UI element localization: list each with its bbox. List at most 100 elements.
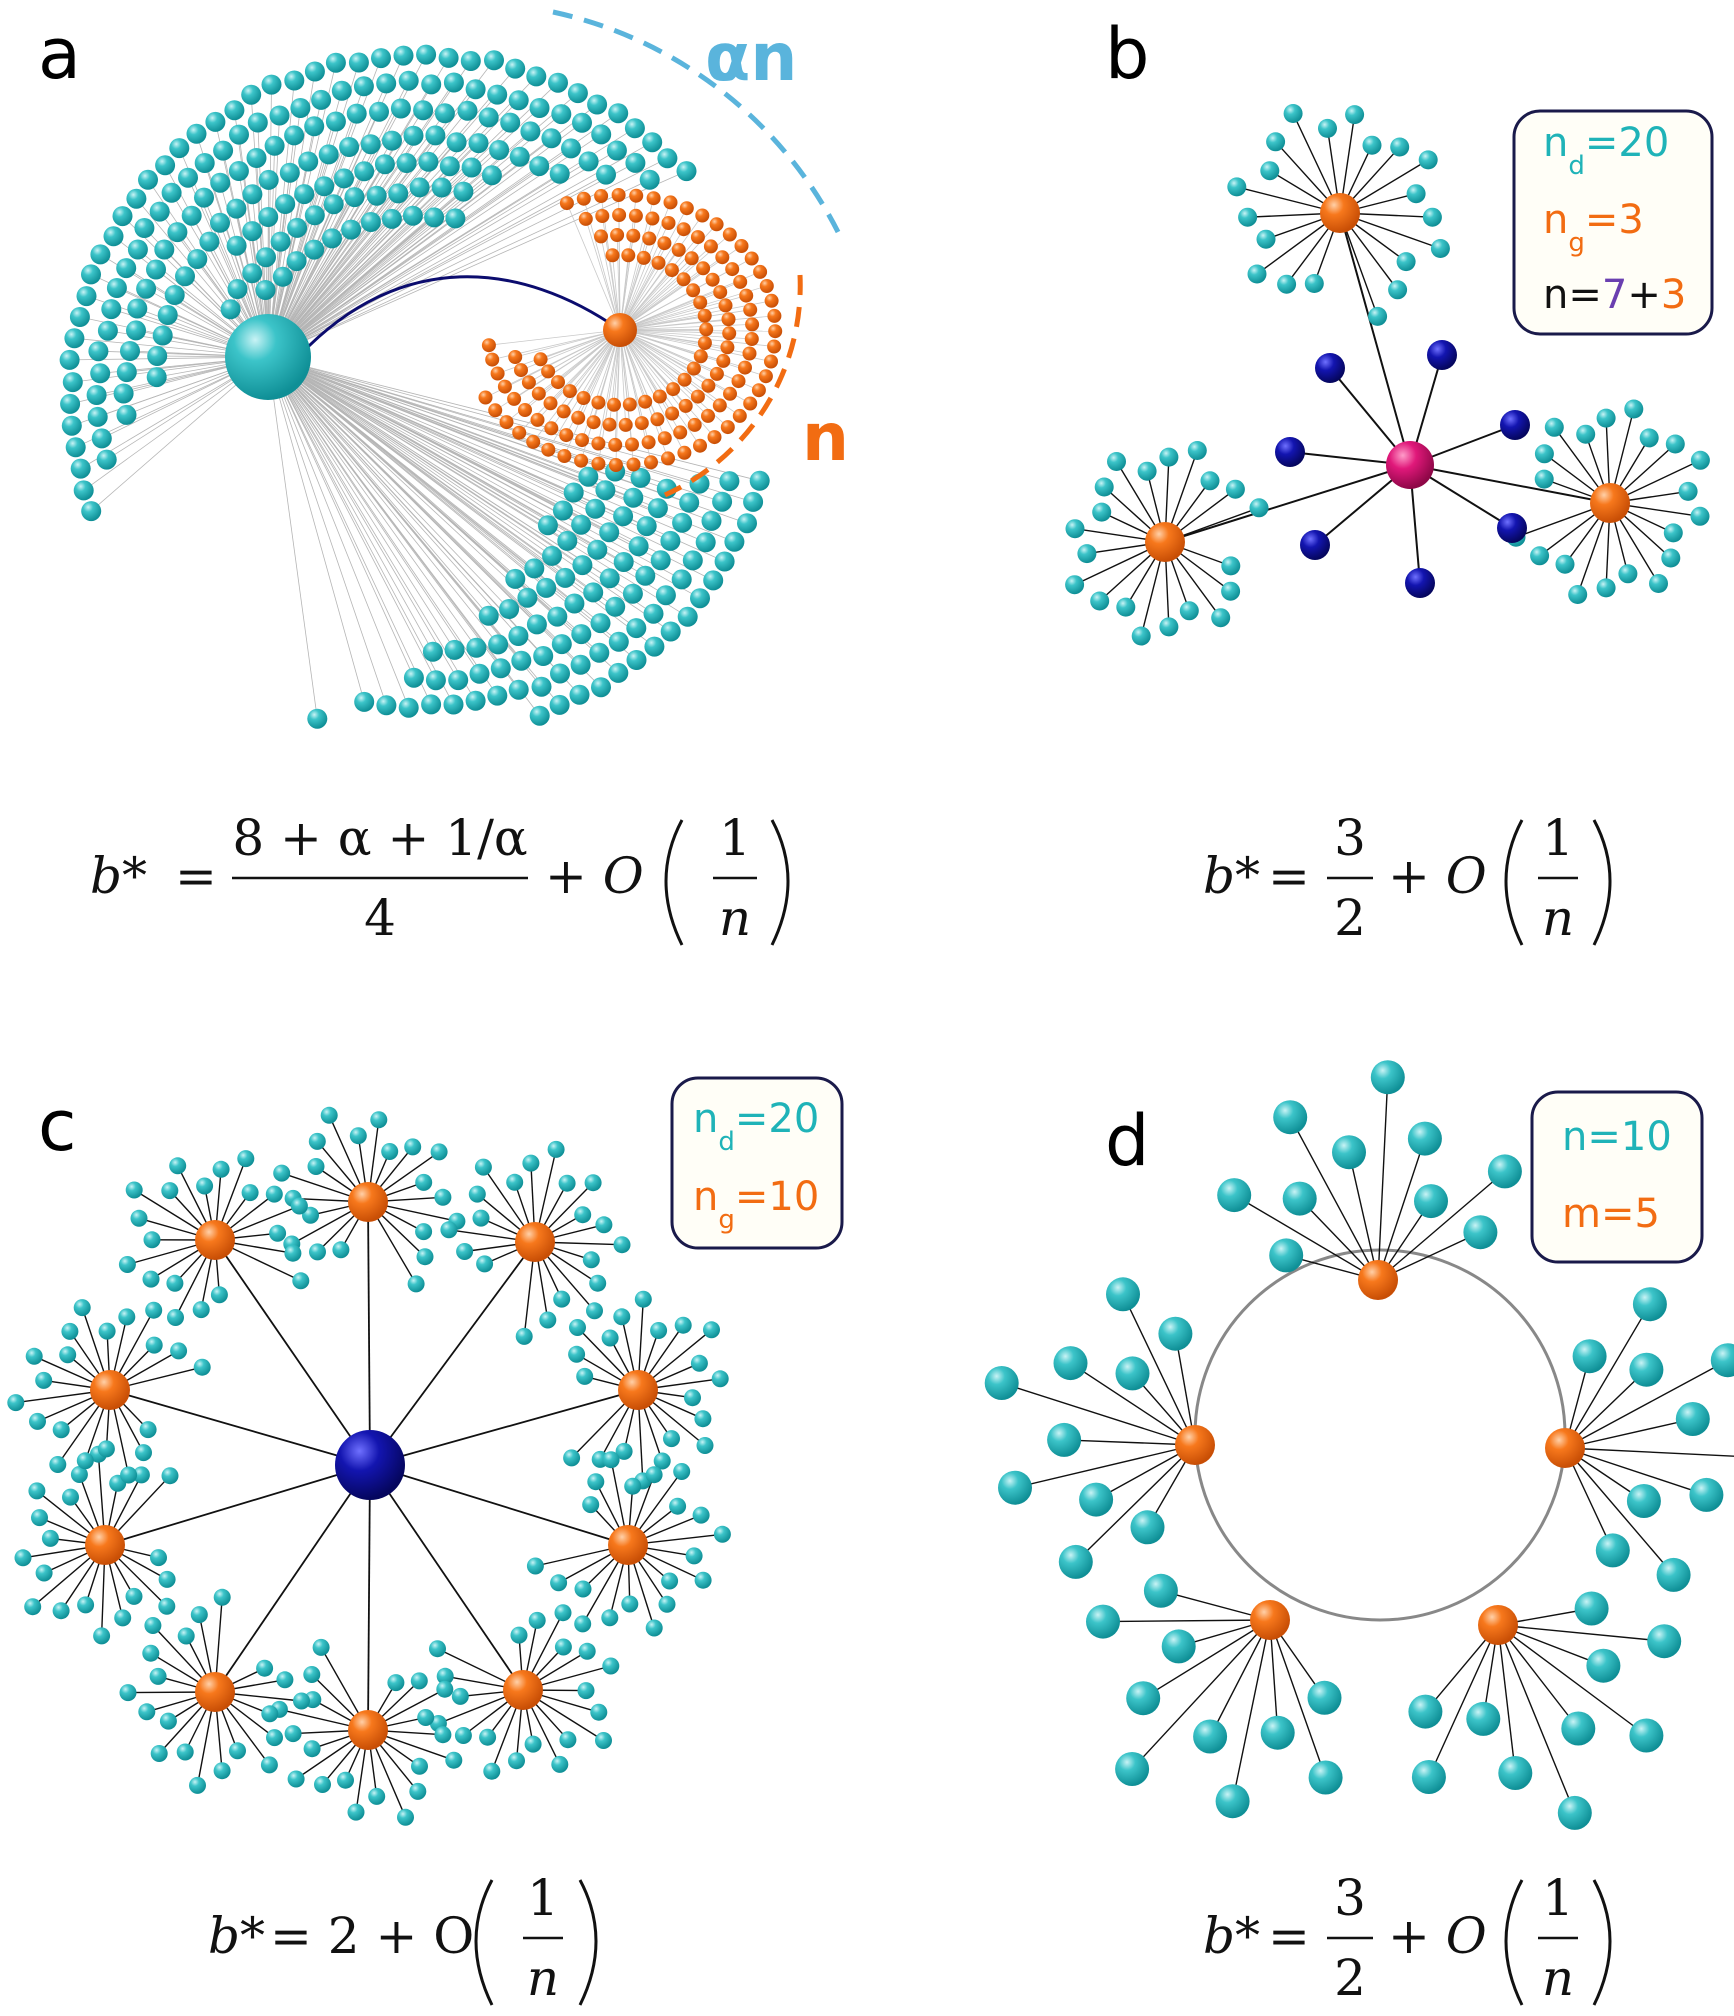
panel-a-orange-node bbox=[705, 272, 720, 287]
panel-a-orange-node bbox=[693, 349, 708, 364]
legend-b: nd=20 ng=3 n=7+3 bbox=[1512, 109, 1714, 336]
panel-c-hub-edge bbox=[109, 1389, 371, 1466]
panel-a-edge bbox=[267, 356, 574, 493]
panel-a-orange-node bbox=[686, 283, 701, 298]
panel-a-orange-node bbox=[595, 209, 610, 223]
panel-b-right-leaf-node bbox=[1618, 564, 1638, 584]
panel-a-orange-node bbox=[722, 326, 737, 341]
panel-a-orange-node bbox=[636, 250, 651, 265]
panel-c-cluster-leaf-node bbox=[690, 1354, 708, 1372]
panel-a-teal-node bbox=[242, 184, 263, 205]
panel-a-orange-edge bbox=[504, 329, 621, 387]
panel-c-cluster-leaf-node bbox=[193, 1358, 211, 1376]
panel-a-orange-node bbox=[657, 431, 672, 446]
panel-a-edge bbox=[267, 356, 596, 510]
panel-c-cluster-leaf-node bbox=[14, 1549, 32, 1567]
panel-a-teal-node bbox=[724, 531, 745, 552]
panel-a-orange-node bbox=[664, 263, 679, 278]
panel-b-top-leaf-node bbox=[1430, 239, 1450, 258]
panel-b-right-leaf-node bbox=[1544, 417, 1564, 437]
panel-c-cluster-leaf-node bbox=[149, 1667, 167, 1685]
panel-a-orange-node bbox=[608, 437, 623, 452]
panel-a-teal-node bbox=[157, 305, 178, 325]
panel-a-edge bbox=[267, 356, 519, 637]
panel-a-teal-node bbox=[376, 73, 397, 94]
outer-ring-annotation: αn bbox=[705, 19, 797, 96]
panel-b-top-leaf-node bbox=[1422, 207, 1442, 227]
panel-a-edge bbox=[267, 356, 594, 593]
panel-c-cluster-leaf-node bbox=[472, 1209, 490, 1227]
panel-a-teal-node bbox=[596, 164, 616, 185]
panel-a-edge bbox=[267, 356, 589, 478]
panel-a-orange-node bbox=[591, 456, 606, 471]
panel-c-cluster-leaf-node bbox=[479, 1728, 497, 1746]
panel-a-orange-node bbox=[693, 295, 708, 310]
panel-a-teal-node bbox=[418, 151, 439, 172]
outer-ring-dashed-arc bbox=[552, 9, 845, 242]
panel-a-orange-node bbox=[562, 384, 577, 399]
panel-a-orange-node bbox=[626, 457, 641, 472]
panel-a-teal-node bbox=[396, 153, 417, 173]
panel-a-teal-node bbox=[138, 169, 158, 190]
panel-a-teal-node bbox=[737, 513, 757, 534]
panel-c-cluster-leaf-node bbox=[166, 1274, 184, 1292]
panel-d-leaf-node bbox=[1595, 1533, 1630, 1568]
panel-c-cluster-leaf-node bbox=[576, 1367, 594, 1385]
panel-a-teal-node bbox=[671, 569, 692, 590]
panel-a-teal-node bbox=[536, 577, 557, 598]
panel-a-orange-node bbox=[642, 231, 657, 246]
panel-c: c nd=20 ng=10 b* = 2 + O 1 n bbox=[7, 1076, 844, 2007]
panel-a-teal-node bbox=[613, 506, 634, 527]
panel-c-cluster-leaf-node bbox=[229, 1742, 246, 1760]
panel-d-leaf-node bbox=[1269, 1238, 1304, 1273]
panel-c-cluster-leaf-node bbox=[314, 1776, 331, 1793]
panel-c-cluster-leaf-node bbox=[692, 1506, 710, 1524]
panel-c-cluster-leaf-node bbox=[118, 1308, 136, 1326]
panel-a-edge bbox=[267, 356, 415, 678]
panel-c-cluster-leaf-node bbox=[615, 1442, 633, 1460]
panel-c-cluster-leaf-node bbox=[170, 1342, 188, 1360]
panel-d-leaf-edge bbox=[1564, 1447, 1707, 1496]
panel-a-orange-node bbox=[594, 189, 609, 203]
panel-c-cluster-leaf-node bbox=[145, 1301, 163, 1319]
panel-a-teal-node bbox=[701, 510, 722, 531]
panel-a-teal-node bbox=[354, 691, 375, 712]
panel-a-teal-node bbox=[508, 626, 529, 646]
panel-c-cluster-leaf-node bbox=[696, 1437, 714, 1454]
panel-a-teal-node bbox=[578, 151, 599, 172]
panel-b-left-leaf-node bbox=[1187, 441, 1207, 460]
panel-c-cluster-leaf-node bbox=[213, 1762, 231, 1780]
panel-a-orange-node bbox=[645, 211, 660, 226]
panel-c-cluster-leaf-node bbox=[337, 1771, 354, 1789]
panel-a-teal-node bbox=[643, 603, 664, 624]
panel-a-edge bbox=[267, 150, 618, 358]
panel-a-orange-node bbox=[591, 395, 606, 410]
panel-c-hub-edge bbox=[369, 1241, 536, 1466]
formula-d-lhs: b* bbox=[1203, 1907, 1260, 1965]
panel-a-teal-node bbox=[369, 101, 389, 122]
panel-a-orange-node bbox=[490, 366, 505, 381]
panel-d-leaf-node bbox=[1498, 1756, 1533, 1790]
panel-c-cluster-leaf-node bbox=[25, 1347, 43, 1365]
panel-c-cluster-leaf-node bbox=[713, 1525, 731, 1543]
panel-a-orange-node bbox=[497, 379, 512, 394]
panel-c-cluster-leaf-node bbox=[574, 1206, 592, 1224]
panel-a-orange-node bbox=[541, 442, 556, 457]
panel-a-teal-node bbox=[272, 266, 293, 287]
panel-a-teal-hub-node bbox=[225, 314, 311, 400]
panel-a-teal-node bbox=[564, 593, 585, 614]
formula-a-plus-o: + O bbox=[545, 847, 644, 905]
panel-c-cluster-leaf-node bbox=[650, 1322, 668, 1339]
panel-a-teal-node bbox=[529, 156, 550, 177]
panel-a-nodes bbox=[59, 44, 783, 729]
panel-a-orange-node bbox=[626, 228, 641, 243]
panel-a-orange-node bbox=[721, 312, 736, 327]
panel-a-teal-node bbox=[127, 239, 148, 260]
panel-a-teal-node bbox=[325, 52, 346, 73]
panel-a-teal-node bbox=[213, 140, 234, 161]
panel-a-orange-node bbox=[629, 188, 644, 203]
panel-c-cluster-leaf-node bbox=[436, 1667, 454, 1685]
panel-c-cluster-leaf-node bbox=[309, 1243, 326, 1261]
panel-a-orange-node bbox=[576, 191, 591, 206]
panel-a-orange-node bbox=[625, 437, 639, 452]
